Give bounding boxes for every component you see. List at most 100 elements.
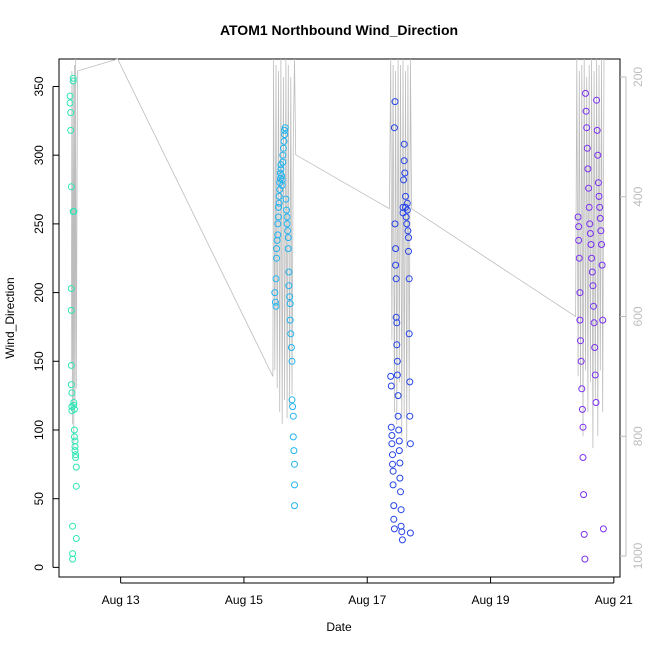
data-point — [405, 247, 412, 255]
y-tick-label: 150 — [32, 351, 46, 371]
data-point — [392, 261, 400, 269]
data-point — [393, 357, 401, 365]
data-point — [69, 74, 77, 82]
data-point — [72, 454, 80, 461]
data-point — [70, 433, 78, 441]
y-tick-label: 300 — [32, 145, 46, 165]
data-point — [402, 192, 409, 200]
data-point — [275, 213, 282, 221]
series-1 — [66, 74, 80, 563]
data-point — [589, 282, 597, 290]
data-point — [279, 144, 287, 152]
data-point — [285, 282, 293, 290]
data-point — [67, 126, 75, 134]
data-point — [275, 199, 283, 207]
data-point — [271, 289, 279, 297]
plot-border — [58, 58, 621, 578]
data-point — [586, 220, 594, 228]
data-point — [578, 385, 586, 393]
data-point — [590, 302, 597, 310]
data-point — [67, 306, 75, 314]
data-point — [67, 285, 75, 292]
data-point — [387, 423, 395, 431]
data-point — [70, 208, 78, 215]
data-point — [393, 341, 401, 349]
data-point — [284, 245, 292, 253]
x-tick-label: Aug 13 — [102, 593, 140, 607]
data-point — [290, 447, 298, 455]
data-point — [405, 330, 413, 338]
data-point — [390, 124, 398, 132]
data-point — [596, 203, 604, 211]
x-tick-label: Aug 19 — [472, 593, 510, 607]
data-point — [581, 555, 589, 563]
data-point — [271, 298, 279, 306]
data-point — [66, 92, 74, 100]
data-point — [67, 381, 75, 389]
data-point — [72, 451, 80, 459]
data-point — [70, 405, 78, 413]
data-point — [388, 440, 396, 448]
data-point — [403, 220, 411, 228]
data-point — [273, 254, 281, 262]
data-point — [286, 293, 294, 301]
x-tick-label: Aug 21 — [595, 593, 633, 607]
data-point — [274, 231, 282, 239]
data-point — [583, 124, 591, 132]
data-point — [580, 530, 588, 538]
data-point — [285, 268, 293, 276]
data-point — [596, 214, 604, 222]
data-point — [403, 206, 411, 214]
data-point — [396, 459, 404, 467]
data-point — [70, 426, 78, 434]
data-point — [71, 447, 79, 455]
data-point — [583, 144, 591, 152]
data-point — [594, 151, 602, 159]
y2-tick-label: 200 — [631, 67, 645, 87]
data-point — [72, 463, 80, 471]
data-point — [273, 245, 281, 253]
data-point — [272, 275, 280, 283]
data-point — [69, 77, 77, 85]
data-point — [576, 316, 584, 324]
data-point — [575, 254, 583, 262]
data-point — [587, 241, 595, 248]
data-point — [275, 192, 283, 200]
data-point — [70, 401, 78, 409]
data-point — [398, 536, 406, 544]
data-point — [585, 184, 593, 192]
gray-line-layer — [70, 58, 605, 449]
y-tick-label: 0 — [32, 564, 46, 571]
data-point — [390, 515, 398, 523]
data-point — [406, 440, 414, 448]
data-point — [286, 316, 294, 324]
data-point — [389, 481, 397, 489]
data-point — [278, 176, 286, 184]
data-point — [281, 124, 289, 132]
data-point — [598, 241, 605, 248]
data-point — [389, 451, 396, 459]
data-point — [394, 392, 402, 400]
data-point — [578, 405, 586, 413]
data-point — [595, 192, 603, 200]
chart-title: ATOM1 Northbound Wind_Direction — [220, 22, 458, 38]
y-tick-label: 100 — [32, 420, 46, 440]
data-point — [405, 234, 412, 242]
data-point — [392, 275, 400, 283]
data-point — [68, 389, 76, 397]
x-axis-label: Date — [326, 620, 352, 634]
secondary-trace-line — [70, 58, 605, 449]
data-point — [283, 220, 291, 228]
data-point — [282, 195, 290, 203]
x-tick-label: Aug 15 — [225, 593, 263, 607]
data-point — [284, 227, 292, 235]
series-2 — [271, 124, 298, 510]
data-point — [585, 203, 593, 211]
data-point — [591, 371, 599, 379]
data-point — [389, 460, 396, 468]
data-point — [406, 378, 414, 386]
data-point — [280, 137, 288, 145]
data-point — [598, 261, 606, 269]
data-point — [278, 172, 286, 180]
data-point — [406, 529, 414, 537]
